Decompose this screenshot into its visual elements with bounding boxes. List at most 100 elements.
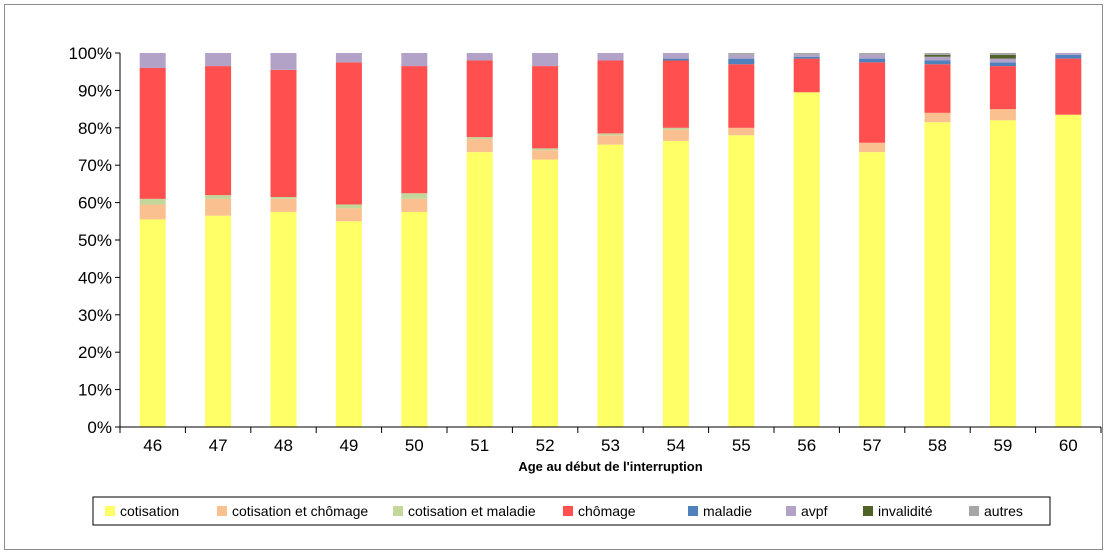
bar-53-series-1 xyxy=(597,135,624,145)
y-tick-label: 90% xyxy=(78,81,112,100)
x-tick-label: 54 xyxy=(666,436,685,455)
bars-layer xyxy=(139,53,1082,428)
bar-55-series-5 xyxy=(728,54,755,59)
bar-46-series-0 xyxy=(139,219,166,427)
legend-label: invalidité xyxy=(878,503,933,519)
x-tick-label: 53 xyxy=(601,436,620,455)
bar-56-series-3 xyxy=(793,58,820,93)
bar-47-series-1 xyxy=(205,198,232,216)
bar-47-series-5 xyxy=(205,53,232,67)
bar-57-series-7 xyxy=(859,53,886,55)
bar-57-series-0 xyxy=(859,152,886,428)
bar-60-series-0 xyxy=(1055,114,1082,428)
bar-56-series-5 xyxy=(793,54,820,57)
bar-56-series-4 xyxy=(793,56,820,59)
bar-47-series-3 xyxy=(205,66,232,196)
bar-48-series-5 xyxy=(270,53,297,70)
bar-59-series-7 xyxy=(989,53,1016,55)
bar-53-series-3 xyxy=(597,60,624,134)
bar-49-series-3 xyxy=(335,62,362,205)
bar-60-series-4 xyxy=(1055,54,1082,59)
legend-swatch xyxy=(217,506,227,516)
bar-57-series-4 xyxy=(859,58,886,63)
bar-47-series-2 xyxy=(205,195,232,199)
chart-frame: 0% 10% 20% 30% 40% 50% 60% 70% 80% 90% 100% 46 47 48 4… xyxy=(4,4,1103,550)
bar-51-series-2 xyxy=(466,137,493,140)
bar-57-series-5 xyxy=(859,54,886,59)
bar-46-series-2 xyxy=(139,198,166,205)
bar-49-series-5 xyxy=(335,53,362,63)
bar-58-series-7 xyxy=(924,53,951,55)
legend-label: maladie xyxy=(703,503,752,519)
x-tick-label: 49 xyxy=(339,436,358,455)
legend-label: autres xyxy=(984,503,1023,519)
legend-label: avpf xyxy=(801,503,828,519)
x-tick-label: 60 xyxy=(1059,436,1078,455)
x-tick-label: 50 xyxy=(405,436,424,455)
bar-54-series-2 xyxy=(662,127,689,130)
legend-swatch xyxy=(563,506,573,516)
legend-swatch xyxy=(969,506,979,516)
legend: cotisation cotisation et chômage cotisatio… xyxy=(92,496,1051,526)
bar-55-series-7 xyxy=(728,53,755,55)
bar-54-series-5 xyxy=(662,53,689,59)
bar-53-series-2 xyxy=(597,133,624,136)
bar-60-series-3 xyxy=(1055,58,1082,115)
legend-label: cotisation et maladie xyxy=(408,503,536,519)
y-tick-label: 100% xyxy=(69,44,112,63)
bar-51-series-1 xyxy=(466,139,493,153)
bar-56-series-0 xyxy=(793,92,820,428)
bar-52-series-0 xyxy=(532,159,559,427)
bar-50-series-3 xyxy=(401,66,428,194)
bar-52-series-3 xyxy=(532,66,559,149)
bar-49-series-0 xyxy=(335,221,362,427)
bar-56-series-7 xyxy=(793,53,820,55)
legend-swatch xyxy=(863,506,873,516)
bar-46-series-5 xyxy=(139,53,166,68)
bar-46-series-1 xyxy=(139,204,166,220)
bar-59-series-0 xyxy=(989,120,1016,427)
x-tick-label: 57 xyxy=(863,436,882,455)
legend-swatch xyxy=(105,506,115,516)
bar-59-series-6 xyxy=(989,54,1016,59)
y-tick-label: 0% xyxy=(87,418,112,437)
bar-59-series-1 xyxy=(989,109,1016,121)
bar-48-series-0 xyxy=(270,211,297,427)
y-tick-label: 10% xyxy=(78,381,112,400)
x-axis-label: Age au début de l'interruption xyxy=(518,459,702,474)
bar-58-series-6 xyxy=(924,54,951,57)
bar-55-series-0 xyxy=(728,135,755,427)
bar-50-series-2 xyxy=(401,193,428,199)
bar-53-series-5 xyxy=(597,53,624,61)
bar-54-series-0 xyxy=(662,140,689,427)
bar-48-series-2 xyxy=(270,196,297,199)
bar-54-series-4 xyxy=(662,58,689,61)
legend-label: cotisation et chômage xyxy=(232,503,368,519)
stacked-bar-chart: 0% 10% 20% 30% 40% 50% 60% 70% 80% 90% 100% 46 47 48 4… xyxy=(69,44,1102,526)
bar-55-series-3 xyxy=(728,64,755,128)
legend-label: cotisation xyxy=(120,503,179,519)
bar-54-series-3 xyxy=(662,60,689,128)
y-tick-label: 80% xyxy=(78,119,112,138)
bar-50-series-0 xyxy=(401,211,428,427)
bar-58-series-0 xyxy=(924,122,951,427)
x-tick-label: 47 xyxy=(209,436,228,455)
y-tick-label: 40% xyxy=(78,268,112,287)
bar-54-series-1 xyxy=(662,129,689,141)
bar-49-series-1 xyxy=(335,208,362,222)
bar-52-series-2 xyxy=(532,148,559,151)
bar-50-series-1 xyxy=(401,198,428,212)
bar-51-series-0 xyxy=(466,152,493,428)
x-tick-label: 59 xyxy=(993,436,1012,455)
y-tick-label: 20% xyxy=(78,343,112,362)
bar-55-series-4 xyxy=(728,58,755,65)
y-tick-label: 60% xyxy=(78,194,112,213)
legend-label: chômage xyxy=(578,503,636,519)
bar-47-series-0 xyxy=(205,215,232,427)
bar-60-series-5 xyxy=(1055,53,1082,55)
axes-layer: 0% 10% 20% 30% 40% 50% 60% 70% 80% 90% 100% 46 47 48 4… xyxy=(69,44,1102,455)
bar-58-series-4 xyxy=(924,60,951,65)
x-tick-label: 56 xyxy=(797,436,816,455)
x-tick-label: 58 xyxy=(928,436,947,455)
bar-48-series-1 xyxy=(270,198,297,212)
